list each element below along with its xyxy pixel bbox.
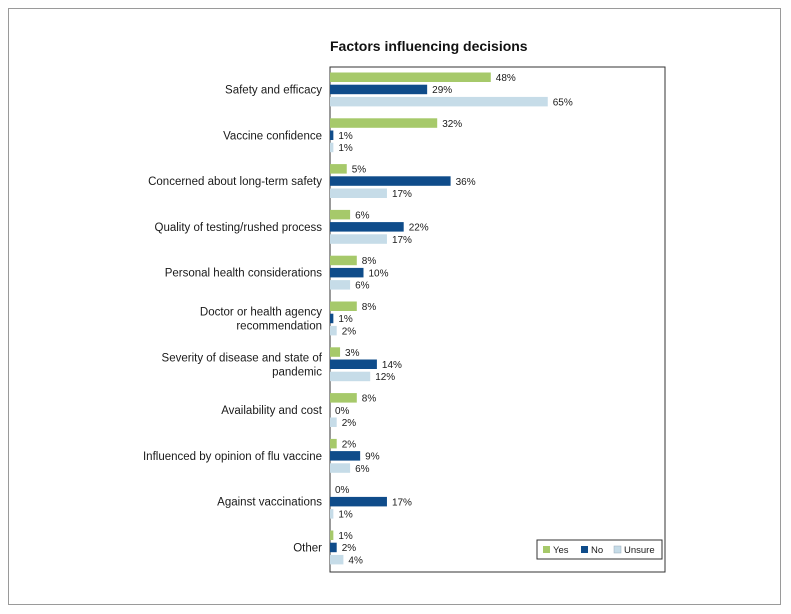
legend-swatch-no [581,546,588,553]
bar-unsure [330,142,334,153]
bar-yes [330,301,357,311]
data-label: 8% [362,394,377,405]
category-label: Availability and cost [221,405,323,417]
bar-yes [330,438,337,449]
bar-yes [330,164,347,174]
category-label: Vaccine confidence [223,130,322,142]
data-label: 10% [369,268,389,279]
figure-frame [8,8,781,605]
category-label: Safety and efficacy [225,84,322,96]
bar-unsure [330,509,334,519]
category-label: recommendation [236,320,322,332]
data-label: 5% [352,165,367,176]
bar-yes [330,393,357,403]
bar-no [330,267,364,278]
data-label: 14% [382,360,402,371]
data-label: 2% [342,418,357,429]
data-label: 6% [355,210,370,221]
legend-swatch-yes [543,546,550,553]
category-label: Severity of disease and state of [162,352,323,364]
data-label: 6% [355,281,370,292]
bar-unsure [330,96,548,107]
plot-area [329,66,666,573]
category-label: Influenced by opinion of flu vaccine [143,451,322,463]
data-label: 0% [335,485,350,496]
data-label: 17% [392,497,412,508]
bar-unsure [330,234,387,244]
data-label: 36% [456,177,476,188]
data-label: 6% [355,464,370,475]
data-label: 2% [342,439,357,450]
bar-yes [330,255,357,266]
bar-no [330,313,334,324]
category-label: Against vaccinations [217,497,322,509]
data-label: 65% [553,97,573,108]
bar-yes [330,118,438,128]
bar-yes [330,209,351,220]
chart-title: Factors influencing decisions [330,38,528,54]
bar-unsure [330,554,344,565]
data-label: 2% [342,326,357,337]
data-label: 1% [338,531,353,542]
bar-unsure [330,280,351,290]
data-label: 8% [362,302,377,313]
bar-yes [330,72,491,82]
bar-unsure [330,463,351,473]
bar-yes [330,347,341,357]
bar-unsure [330,417,337,427]
data-label: 12% [375,372,395,383]
data-label: 29% [432,85,452,96]
bar-no [330,222,404,232]
category-label: Personal health considerations [165,268,323,280]
bar-no [330,496,387,507]
bar-no [330,84,428,95]
bar-unsure [330,371,371,382]
data-label: 9% [365,452,380,463]
bar-no [330,176,451,186]
bar-unsure [330,188,387,198]
data-label: 1% [338,510,353,521]
data-label: 2% [342,543,357,554]
bar-no [330,542,337,553]
bar-no [330,130,334,140]
category-label: Other [293,542,322,554]
data-label: 48% [496,73,516,84]
bar-no [330,359,377,369]
data-label: 17% [392,189,412,200]
data-label: 0% [335,406,350,417]
legend-swatch-unsure [613,545,622,554]
data-label: 1% [338,314,353,325]
data-label: 8% [362,256,377,267]
legend-label: Yes [553,545,569,556]
category-label: Concerned about long-term safety [148,176,322,188]
bar-yes [330,530,334,540]
data-label: 32% [442,119,462,130]
category-label: Quality of testing/rushed process [155,222,323,234]
category-label: Doctor or health agency [200,306,322,318]
data-label: 4% [348,555,363,566]
data-label: 3% [345,348,360,359]
data-label: 1% [338,131,353,142]
category-label: pandemic [272,366,322,378]
legend [536,539,663,560]
legend-label: Unsure [624,545,655,556]
bar-no [330,451,361,461]
bar-unsure [330,325,337,336]
data-label: 1% [338,143,353,154]
legend-label: No [591,545,603,556]
data-label: 17% [392,235,412,246]
data-label: 22% [409,223,429,234]
